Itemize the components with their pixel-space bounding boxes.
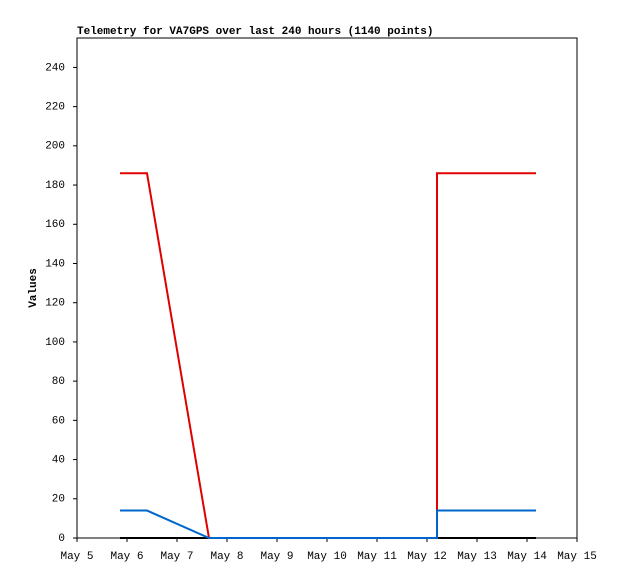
y-tick-label: 80 <box>52 376 65 388</box>
y-tick-label: 160 <box>45 219 65 231</box>
chart-title: Telemetry for VA7GPS over last 240 hours… <box>77 26 433 38</box>
series-line <box>120 509 536 539</box>
x-tick-label: May 7 <box>160 551 193 563</box>
series-line <box>120 172 536 539</box>
y-tick-label: 100 <box>45 337 65 349</box>
x-tick-label: May 8 <box>210 551 243 563</box>
y-tick-label: 140 <box>45 258 65 270</box>
y-tick-label: 220 <box>45 102 65 114</box>
y-tick-label: 40 <box>52 454 65 466</box>
y-tick-label: 120 <box>45 298 65 310</box>
x-tick-label: May 12 <box>407 551 447 563</box>
x-tick-label: May 5 <box>60 551 93 563</box>
y-tick-label: 200 <box>45 141 65 153</box>
y-tick-label: 180 <box>45 180 65 192</box>
x-tick-label: May 11 <box>357 551 397 563</box>
x-tick-label: May 6 <box>110 551 143 563</box>
plot-frame <box>76 37 578 539</box>
x-tick-label: May 10 <box>307 551 347 563</box>
x-tick-label: May 14 <box>507 551 547 563</box>
x-tick-label: May 13 <box>457 551 497 563</box>
y-tick-label: 60 <box>52 415 65 427</box>
x-tick-label: May 15 <box>557 551 597 563</box>
y-tick-label: 20 <box>52 494 65 506</box>
y-tick-label: 0 <box>58 533 65 545</box>
y-tick-label: 240 <box>45 62 65 74</box>
x-tick-label: May 9 <box>260 551 293 563</box>
y-axis-label: Values <box>28 268 40 308</box>
